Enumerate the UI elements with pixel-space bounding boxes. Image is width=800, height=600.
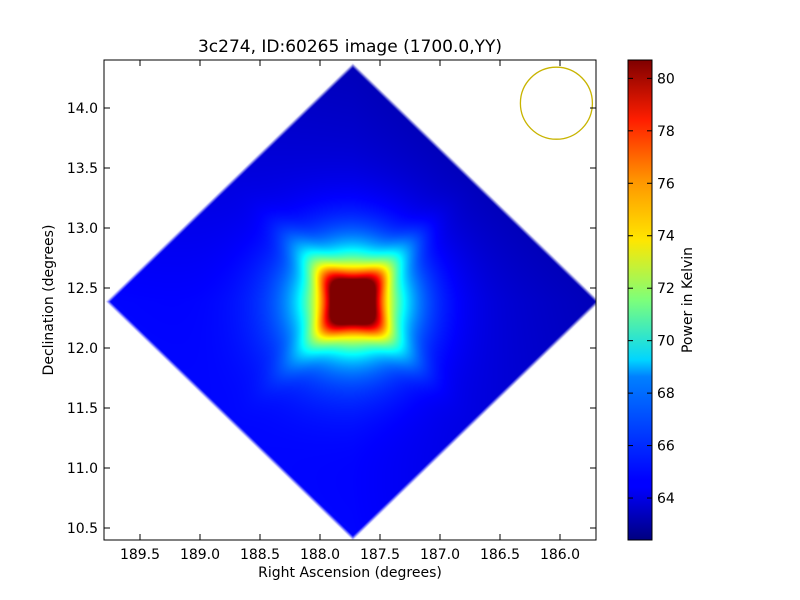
x-tick-label: 189.5	[120, 547, 160, 563]
y-tick-label: 12.0	[67, 341, 98, 357]
chart-title: 3c274, ID:60265 image (1700.0,YY)	[198, 37, 502, 57]
x-axis-label: Right Ascension (degrees)	[258, 565, 442, 581]
colorbar-tick-label: 68	[657, 386, 675, 402]
y-tick-label: 11.0	[67, 461, 98, 477]
plot-area: 189.5 189.0 188.5 188.0 187.5 187.0 186.5 186.0…	[67, 59, 597, 563]
x-tick-label: 186.5	[480, 547, 520, 563]
x-tick-label: 188.5	[240, 547, 280, 563]
colorbar-tick-label: 70	[657, 334, 675, 350]
plot-frame	[103, 59, 597, 541]
x-axis-ticks: 189.5 189.0 188.5 188.0 187.5 187.0 186.5 186.0	[120, 60, 580, 563]
heatmap-image	[104, 60, 596, 540]
colorbar-gradient	[627, 59, 653, 541]
colorbar-tick-label: 64	[657, 491, 675, 507]
colorbar-tick-label: 76	[657, 176, 675, 192]
y-tick-label: 12.5	[67, 281, 98, 297]
y-axis-ticks: 10.5 11.0 11.5 12.0 12.5 13.0 13.5 14.0	[67, 101, 596, 537]
x-tick-label: 188.0	[300, 547, 340, 563]
x-tick-label: 187.0	[420, 547, 460, 563]
beam-circle	[519, 66, 594, 140]
y-tick-label: 10.5	[67, 521, 98, 537]
colorbar-tick-label: 66	[657, 439, 675, 455]
y-axis-label: Declination (degrees)	[41, 225, 57, 376]
y-tick-label: 14.0	[67, 101, 98, 117]
colorbar: 64 66 68 70 72 74 76 78 80 Power in Kelvin	[627, 59, 696, 541]
y-tick-label: 11.5	[67, 401, 98, 417]
y-tick-label: 13.5	[67, 161, 98, 177]
colorbar-tick-label: 74	[657, 229, 675, 245]
y-tick-label: 13.0	[67, 221, 98, 237]
colorbar-tick-label: 78	[657, 124, 675, 140]
x-tick-label: 187.5	[360, 547, 400, 563]
colorbar-ticks: 64 66 68 70 72 74 76 78 80	[628, 71, 675, 507]
x-tick-label: 186.0	[540, 547, 580, 563]
colorbar-tick-label: 80	[657, 71, 675, 87]
colorbar-tick-label: 72	[657, 281, 675, 297]
colorbar-label: Power in Kelvin	[680, 247, 696, 353]
x-tick-label: 189.0	[180, 547, 220, 563]
